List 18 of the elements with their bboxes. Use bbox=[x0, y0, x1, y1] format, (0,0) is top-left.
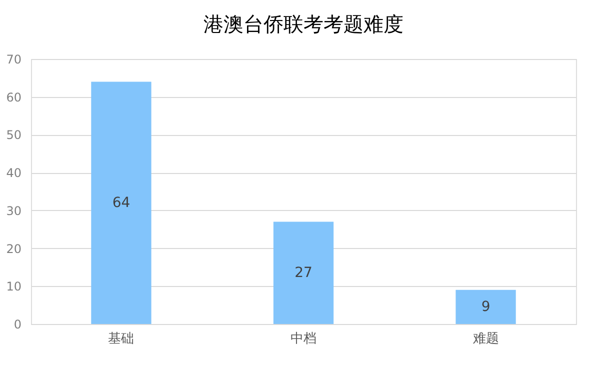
y-tick-label: 50 bbox=[6, 128, 22, 142]
bar bbox=[273, 222, 334, 324]
bar bbox=[456, 290, 516, 324]
data-label: 64 bbox=[112, 194, 130, 211]
y-tick-label: 30 bbox=[6, 204, 22, 218]
y-tick-label: 70 bbox=[6, 52, 22, 66]
x-tick-label: 难题 bbox=[472, 332, 499, 346]
x-tick-label: 中档 bbox=[290, 332, 316, 346]
y-tick-label: 40 bbox=[6, 166, 22, 180]
y-tick-label: 60 bbox=[6, 90, 22, 104]
data-label: 27 bbox=[294, 264, 312, 281]
chart-title: 港澳台侨联考考题难度 bbox=[204, 12, 404, 36]
data-label: 9 bbox=[481, 298, 490, 315]
y-tick-label: 10 bbox=[6, 280, 22, 294]
bar bbox=[91, 82, 152, 324]
y-tick-label: 20 bbox=[6, 242, 22, 256]
y-tick-label: 0 bbox=[14, 318, 22, 332]
x-tick-label: 基础 bbox=[108, 332, 134, 346]
